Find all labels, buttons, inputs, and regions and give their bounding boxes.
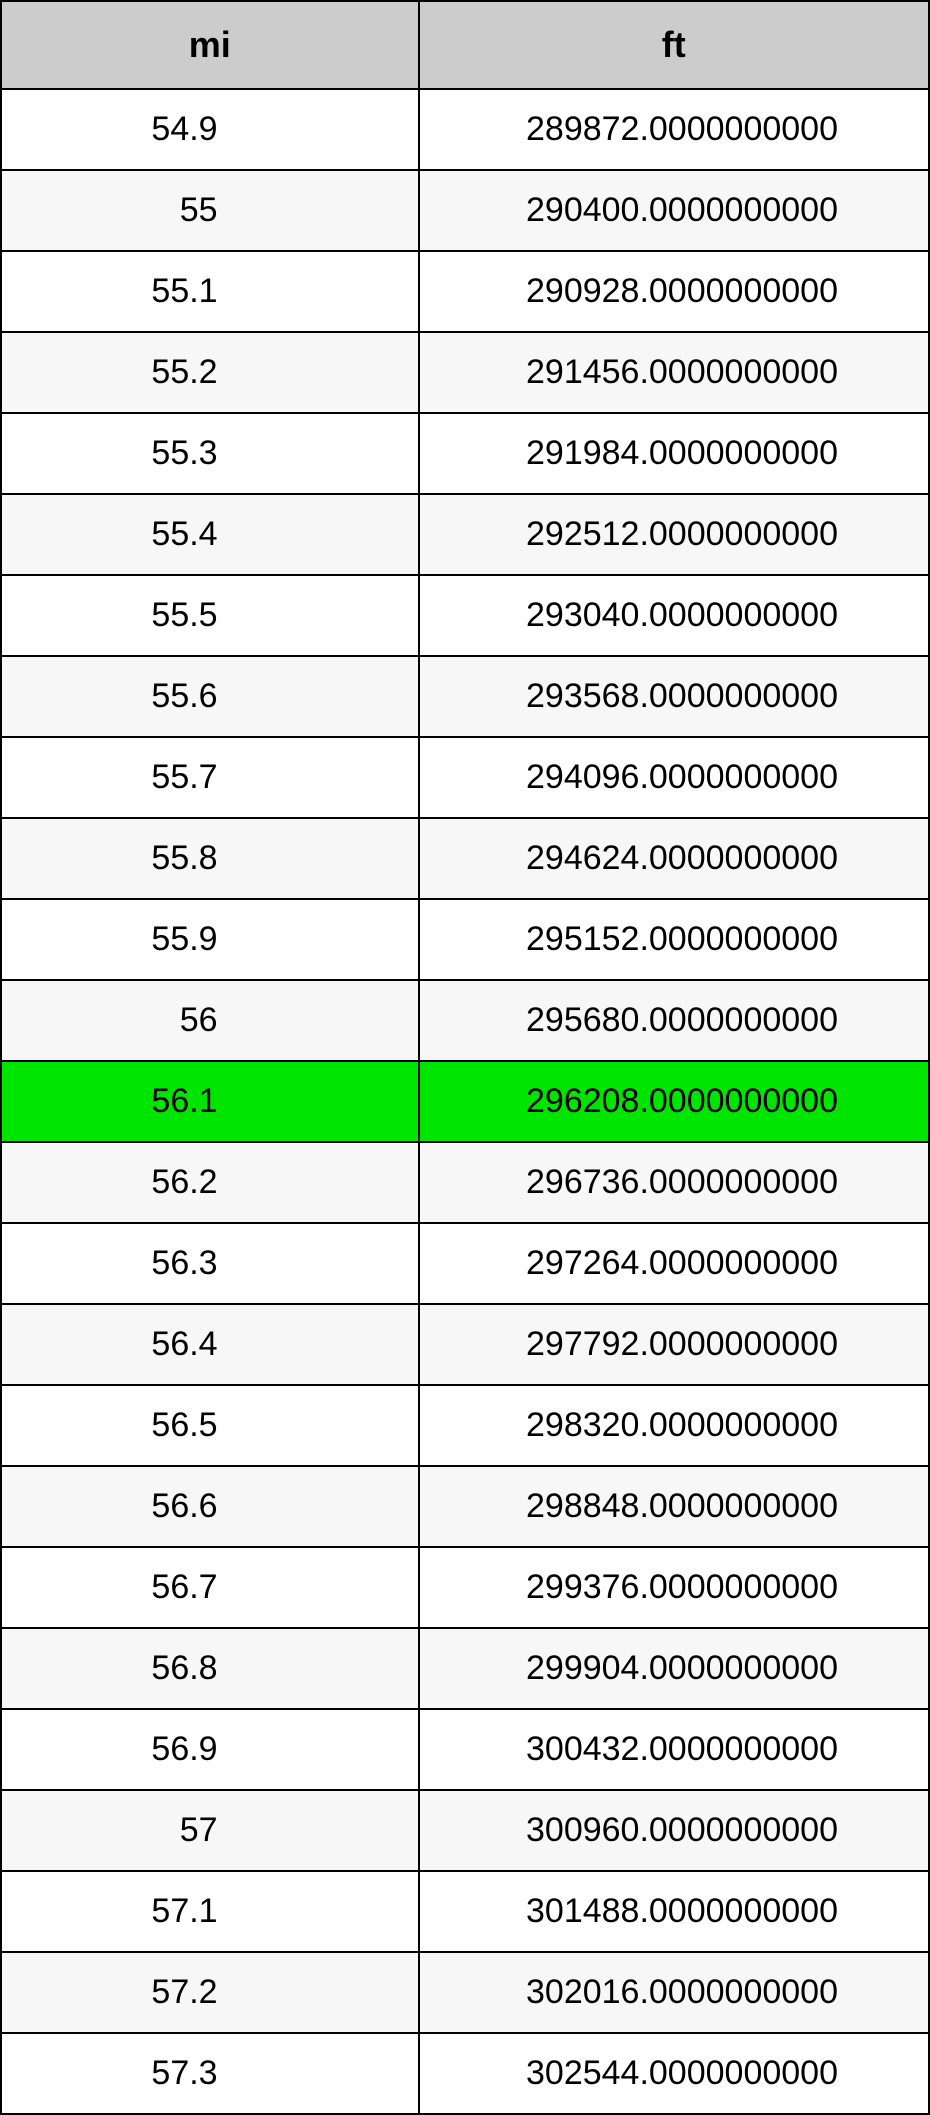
cell-mi: 56.3: [1, 1223, 419, 1304]
table-row: 55.8294624.0000000000: [1, 818, 929, 899]
cell-mi: 57.2: [1, 1952, 419, 2033]
table-row: 54.9289872.0000000000: [1, 89, 929, 170]
cell-mi: 56.9: [1, 1709, 419, 1790]
table-row: 55.2291456.0000000000: [1, 332, 929, 413]
cell-mi: 55.3: [1, 413, 419, 494]
table-row: 57300960.0000000000: [1, 1790, 929, 1871]
cell-ft: 293040.0000000000: [419, 575, 929, 656]
table-row: 56.3297264.0000000000: [1, 1223, 929, 1304]
cell-mi: 57.3: [1, 2033, 419, 2114]
cell-ft: 291456.0000000000: [419, 332, 929, 413]
table-row: 55.7294096.0000000000: [1, 737, 929, 818]
table-row: 57.1301488.0000000000: [1, 1871, 929, 1952]
cell-ft: 298320.0000000000: [419, 1385, 929, 1466]
cell-ft: 300432.0000000000: [419, 1709, 929, 1790]
table-row: 56.7299376.0000000000: [1, 1547, 929, 1628]
cell-ft: 302016.0000000000: [419, 1952, 929, 2033]
cell-mi: 56.5: [1, 1385, 419, 1466]
cell-ft: 296208.0000000000: [419, 1061, 929, 1142]
cell-mi: 54.9: [1, 89, 419, 170]
table-row: 55.4292512.0000000000: [1, 494, 929, 575]
cell-mi: 55.1: [1, 251, 419, 332]
cell-mi: 55.8: [1, 818, 419, 899]
cell-ft: 297264.0000000000: [419, 1223, 929, 1304]
table-row: 56.8299904.0000000000: [1, 1628, 929, 1709]
table-row: 55.9295152.0000000000: [1, 899, 929, 980]
cell-mi: 55.2: [1, 332, 419, 413]
cell-ft: 294096.0000000000: [419, 737, 929, 818]
table-row: 56295680.0000000000: [1, 980, 929, 1061]
cell-mi: 55.6: [1, 656, 419, 737]
table-row: 55.6293568.0000000000: [1, 656, 929, 737]
cell-mi: 56.4: [1, 1304, 419, 1385]
table-row: 55.3291984.0000000000: [1, 413, 929, 494]
table-header-row: mi ft: [1, 1, 929, 89]
cell-ft: 291984.0000000000: [419, 413, 929, 494]
table-row: 57.3302544.0000000000: [1, 2033, 929, 2114]
table-row: 55.5293040.0000000000: [1, 575, 929, 656]
cell-mi: 55.9: [1, 899, 419, 980]
cell-mi: 56.6: [1, 1466, 419, 1547]
cell-mi: 55: [1, 170, 419, 251]
cell-ft: 295680.0000000000: [419, 980, 929, 1061]
conversion-table: mi ft 54.9289872.000000000055290400.0000…: [0, 0, 930, 2115]
cell-ft: 299376.0000000000: [419, 1547, 929, 1628]
cell-mi: 56.1: [1, 1061, 419, 1142]
table-row: 56.4297792.0000000000: [1, 1304, 929, 1385]
table-row: 56.6298848.0000000000: [1, 1466, 929, 1547]
cell-ft: 299904.0000000000: [419, 1628, 929, 1709]
cell-ft: 300960.0000000000: [419, 1790, 929, 1871]
table-row: 56.2296736.0000000000: [1, 1142, 929, 1223]
cell-ft: 297792.0000000000: [419, 1304, 929, 1385]
cell-ft: 294624.0000000000: [419, 818, 929, 899]
cell-ft: 301488.0000000000: [419, 1871, 929, 1952]
cell-mi: 55.5: [1, 575, 419, 656]
column-header-mi: mi: [1, 1, 419, 89]
table-row: 56.1296208.0000000000: [1, 1061, 929, 1142]
cell-mi: 55.7: [1, 737, 419, 818]
cell-ft: 290400.0000000000: [419, 170, 929, 251]
table-row: 56.5298320.0000000000: [1, 1385, 929, 1466]
cell-ft: 298848.0000000000: [419, 1466, 929, 1547]
cell-mi: 56.7: [1, 1547, 419, 1628]
column-header-ft: ft: [419, 1, 929, 89]
table-body: 54.9289872.000000000055290400.0000000000…: [1, 89, 929, 2114]
cell-ft: 290928.0000000000: [419, 251, 929, 332]
cell-ft: 292512.0000000000: [419, 494, 929, 575]
cell-ft: 302544.0000000000: [419, 2033, 929, 2114]
table-row: 55.1290928.0000000000: [1, 251, 929, 332]
cell-ft: 295152.0000000000: [419, 899, 929, 980]
table-row: 57.2302016.0000000000: [1, 1952, 929, 2033]
table-row: 56.9300432.0000000000: [1, 1709, 929, 1790]
cell-mi: 56.2: [1, 1142, 419, 1223]
cell-ft: 293568.0000000000: [419, 656, 929, 737]
cell-ft: 289872.0000000000: [419, 89, 929, 170]
cell-mi: 57: [1, 1790, 419, 1871]
cell-mi: 55.4: [1, 494, 419, 575]
cell-ft: 296736.0000000000: [419, 1142, 929, 1223]
cell-mi: 56.8: [1, 1628, 419, 1709]
cell-mi: 56: [1, 980, 419, 1061]
table-row: 55290400.0000000000: [1, 170, 929, 251]
cell-mi: 57.1: [1, 1871, 419, 1952]
